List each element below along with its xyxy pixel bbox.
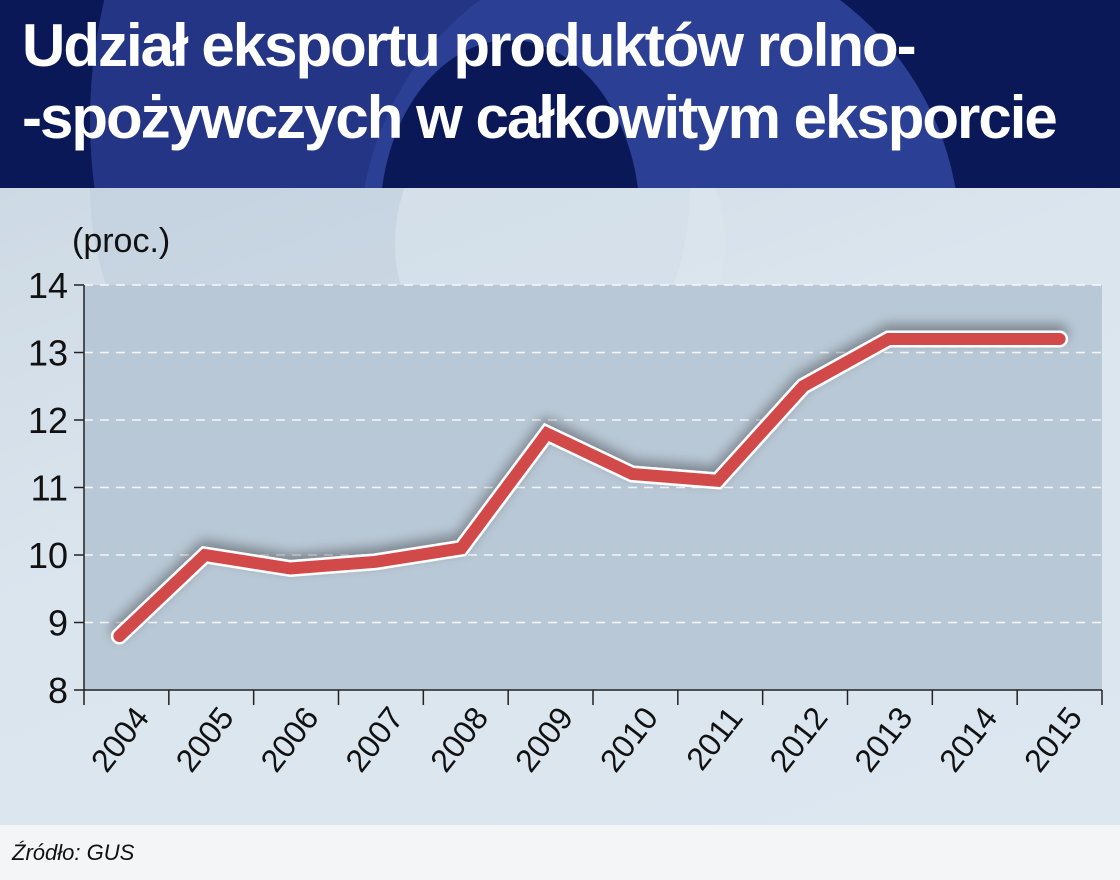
x-tick-label: 2004	[84, 700, 156, 778]
x-tick-label: 2013	[847, 700, 919, 778]
x-tick-label: 2007	[338, 700, 410, 778]
y-tick-label: 13	[28, 333, 68, 374]
chart-title: Udział eksportu produktów rolno- -spożyw…	[22, 10, 1058, 154]
x-axis: 2004 2005 2006 2007 2008 2009 2010 2011 2012 2013…	[83, 689, 1103, 778]
x-tick-label: 2008	[423, 700, 495, 778]
source-note: Źródło: GUS	[12, 840, 135, 865]
y-tick-label: 8	[48, 670, 68, 711]
x-tick-label: 2010	[593, 700, 665, 778]
y-tick-label: 14	[28, 265, 68, 306]
y-axis: 8 9 10 11 12 13 14	[28, 265, 85, 711]
x-tick-label: 2005	[169, 700, 241, 778]
chart-header: Udział eksportu produktów rolno- -spożyw…	[0, 0, 1120, 188]
y-axis-unit-label: (proc.)	[72, 222, 171, 260]
x-tick-label: 2012	[762, 700, 834, 778]
y-tick-label: 11	[31, 468, 68, 509]
series-line	[113, 333, 1066, 642]
x-tick-label: 2011	[679, 700, 750, 776]
x-tick-label: 2009	[508, 700, 580, 778]
chart-title-line-1: Udział eksportu produktów rolno-	[22, 12, 917, 79]
y-tick-label: 12	[28, 400, 68, 441]
chart-title-line-2: -spożywczych w całkowitym eksporcie	[22, 84, 1058, 151]
y-tick-label: 9	[48, 603, 68, 644]
data-series	[110, 330, 1069, 645]
footer	[0, 825, 1120, 880]
x-tick-label: 2014	[932, 700, 1004, 778]
grid-lines	[84, 284, 1102, 624]
y-tick-label: 10	[28, 535, 68, 576]
x-tick-label: 2006	[253, 700, 325, 778]
x-tick-label: 2015	[1017, 700, 1089, 778]
